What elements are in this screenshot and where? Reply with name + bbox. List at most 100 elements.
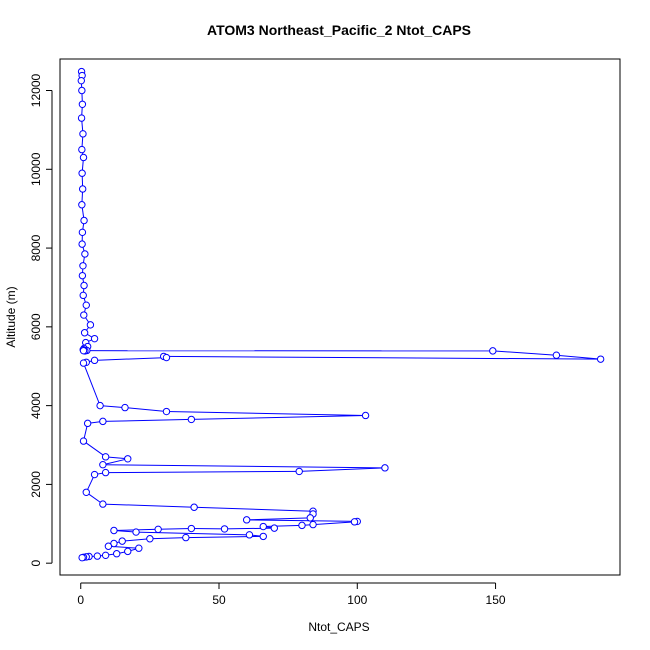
series-segment: [102, 503, 195, 508]
data-point: [78, 100, 87, 108]
series-segment: [149, 537, 186, 540]
x-tick-label: 50: [212, 593, 226, 607]
data-point: [270, 524, 279, 532]
data-point: [259, 532, 267, 541]
data-point: [77, 114, 86, 122]
series-segment: [136, 531, 250, 536]
series-points: [77, 67, 605, 562]
data-point: [96, 401, 104, 410]
data-point: [187, 415, 196, 424]
data-point: [82, 301, 90, 309]
y-tick-label: 10000: [29, 152, 43, 186]
x-tick-label: 100: [347, 593, 367, 607]
data-point: [552, 351, 561, 359]
data-point: [104, 542, 113, 550]
data-point: [124, 455, 132, 463]
data-point: [90, 334, 99, 343]
data-point: [489, 347, 497, 355]
data-point: [295, 467, 303, 476]
series-segment: [83, 362, 101, 406]
data-point: [190, 503, 198, 511]
series-segment: [122, 538, 150, 542]
data-point: [121, 403, 129, 412]
data-point: [350, 518, 359, 526]
data-point: [182, 533, 190, 542]
series-segment: [83, 440, 106, 458]
y-axis: 0 2000 4000 6000 8000 10000 12000: [29, 74, 53, 567]
x-axis-title: Ntot_CAPS: [308, 620, 369, 634]
data-point: [78, 185, 87, 193]
data-point: [86, 321, 95, 329]
y-tick-label: 2000: [29, 471, 43, 498]
data-point: [162, 353, 171, 362]
data-point: [80, 329, 89, 337]
data-point: [78, 228, 87, 237]
data-point: [79, 437, 88, 445]
data-point: [220, 525, 229, 533]
series-segment: [124, 407, 167, 413]
data-point: [93, 552, 102, 560]
series-segment: [166, 411, 366, 416]
data-point: [78, 169, 86, 177]
data-point: [79, 262, 87, 270]
data-point: [80, 311, 88, 319]
data-point: [78, 145, 86, 154]
y-axis-title: Altitude (m): [4, 286, 18, 347]
series-segment: [105, 456, 128, 460]
data-point: [78, 240, 86, 248]
data-point: [77, 76, 85, 85]
data-point: [79, 291, 87, 300]
data-point: [79, 359, 88, 367]
series-segment: [263, 524, 302, 528]
plot-frame: [59, 58, 621, 576]
series-segment: [100, 405, 126, 409]
data-point: [309, 520, 317, 529]
data-point: [79, 346, 88, 355]
y-tick-label: 6000: [29, 313, 43, 340]
data-point: [162, 407, 171, 416]
x-tick-label: 150: [486, 593, 506, 607]
data-point: [361, 411, 370, 420]
data-point: [78, 201, 86, 209]
data-point: [90, 470, 99, 479]
data-point: [81, 250, 89, 258]
series-segment: [299, 467, 385, 472]
data-point: [112, 550, 121, 558]
data-point: [78, 271, 87, 280]
data-point: [101, 468, 110, 477]
data-point: [146, 535, 154, 543]
series-segment: [313, 521, 355, 526]
data-point: [101, 453, 110, 461]
data-point: [99, 500, 107, 508]
x-tick-label: 0: [77, 593, 84, 607]
data-point: [78, 553, 86, 562]
y-tick-label: 12000: [29, 74, 43, 108]
y-tick-label: 8000: [29, 234, 43, 261]
data-point: [245, 531, 254, 539]
data-point: [118, 537, 126, 545]
series-segment: [492, 350, 557, 356]
data-point: [187, 524, 196, 533]
data-point: [242, 516, 251, 524]
series-segment: [556, 354, 601, 360]
series-segment: [102, 418, 192, 422]
series-segment: [246, 519, 358, 522]
data-point: [80, 216, 88, 225]
series-segment: [194, 506, 314, 512]
series-segment: [102, 464, 385, 469]
data-point: [79, 130, 87, 138]
series-segment: [158, 528, 192, 530]
series-segment: [94, 357, 167, 361]
x-axis: 0 50 100 150: [77, 582, 506, 607]
data-point: [90, 356, 99, 365]
y-tick-label: 0: [29, 560, 43, 567]
series-segment: [191, 414, 366, 420]
data-point: [80, 281, 88, 290]
data-point: [79, 153, 88, 162]
data-point: [124, 547, 132, 556]
series-segment: [163, 355, 601, 360]
data-point: [99, 417, 107, 426]
y-tick-label: 4000: [29, 392, 43, 419]
